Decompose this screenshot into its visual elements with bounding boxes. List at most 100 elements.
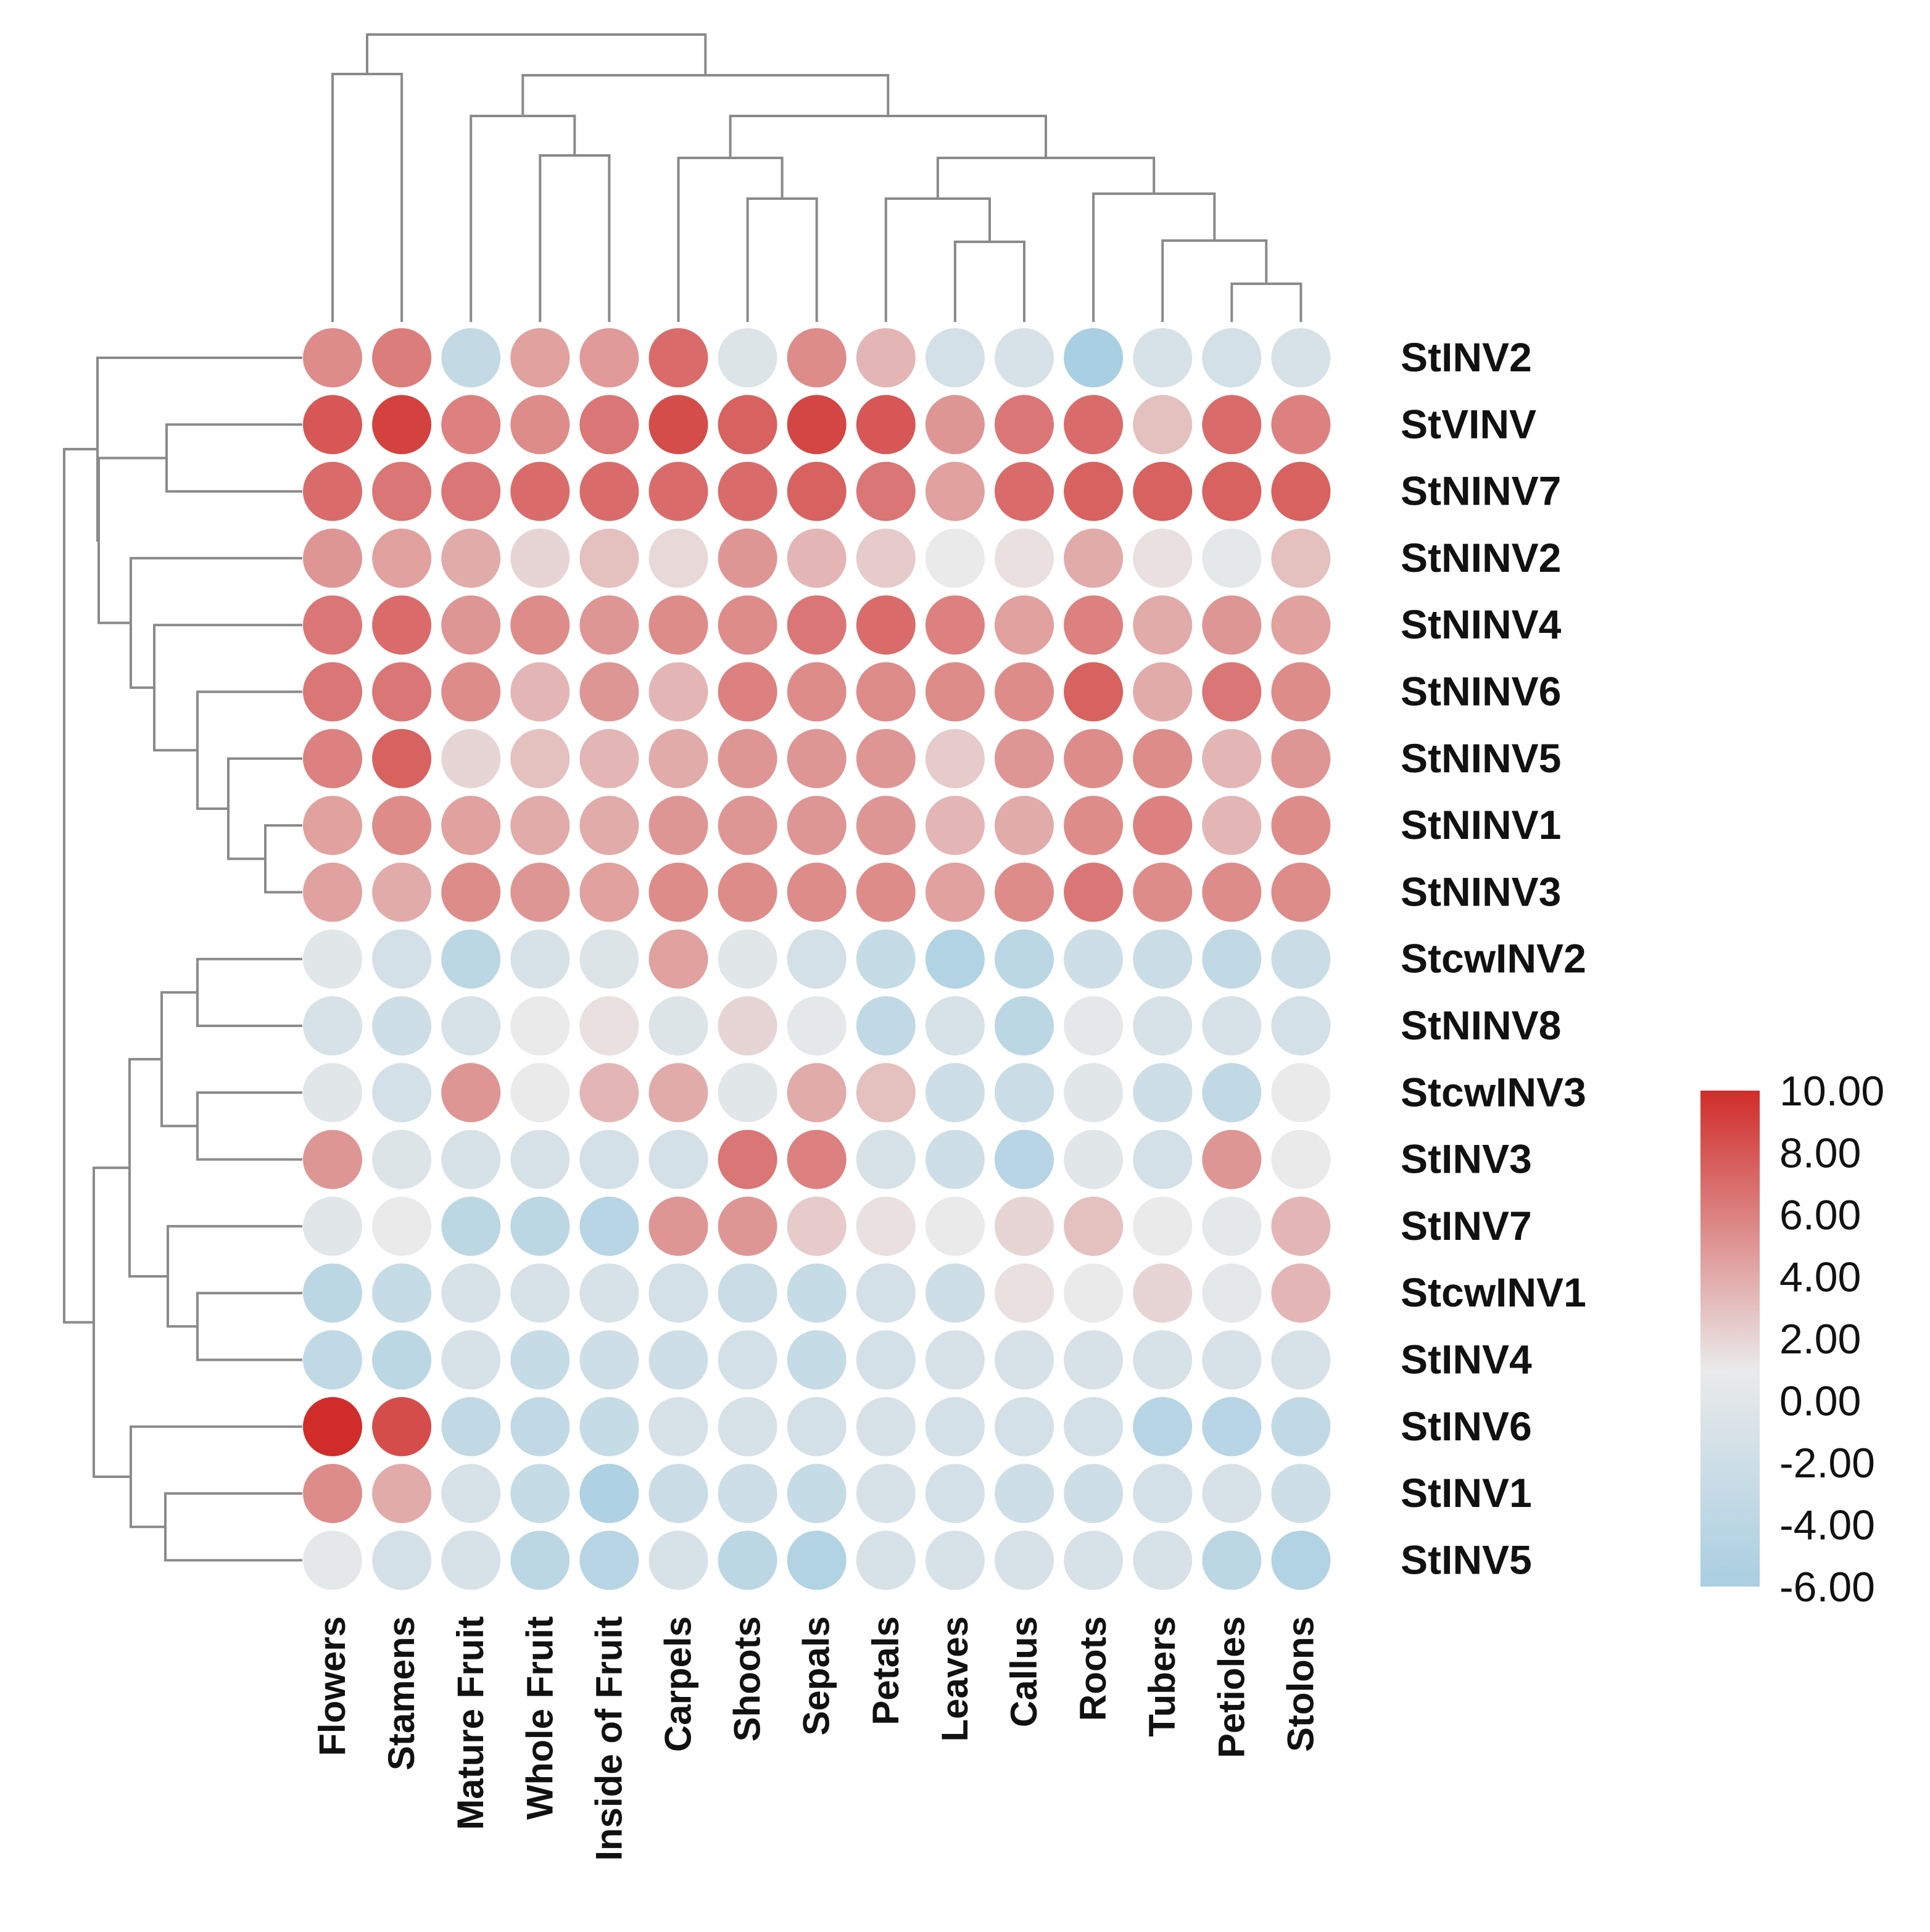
column-dendrogram-branch <box>331 73 404 322</box>
cell-StINV3-callus <box>995 1129 1054 1189</box>
cell-StVINV-petioles <box>1202 395 1262 455</box>
cell-StNINV6-leaves <box>925 662 985 722</box>
cell-StINV1-sepals <box>787 1464 847 1524</box>
cell-StNINV6-petals <box>856 662 916 722</box>
cell-StINV1-carpels <box>648 1464 708 1524</box>
cell-StcwINV3-petals <box>856 1063 916 1123</box>
cell-StcwINV2-roots <box>1064 929 1124 989</box>
cell-StNINV7-whole-fruit <box>510 461 570 521</box>
cell-StcwINV1-tubers <box>1133 1263 1193 1323</box>
row-label: StVINV <box>1401 401 1536 447</box>
cell-StINV4-shoots <box>718 1330 777 1390</box>
cell-StINV7-shoots <box>718 1196 777 1256</box>
cell-StNINV6-stolons <box>1271 662 1331 722</box>
cell-StINV3-stamens <box>372 1129 432 1189</box>
cell-StNINV3-roots <box>1064 862 1124 922</box>
legend-color-bar <box>1700 1091 1760 1587</box>
cell-StINV3-mature-fruit <box>441 1129 501 1189</box>
cell-StINV7-sepals <box>787 1196 847 1256</box>
cell-StINV7-mature-fruit <box>441 1196 501 1256</box>
cell-StNINV6-mature-fruit <box>441 662 501 722</box>
cell-StNINV1-carpels <box>648 796 708 856</box>
cell-StINV4-inside-of-fruit <box>579 1330 639 1390</box>
row-label: StINV2 <box>1401 334 1532 380</box>
row-label: StNINV8 <box>1401 1002 1561 1048</box>
cell-StcwINV3-shoots <box>718 1063 777 1123</box>
cell-StcwINV2-callus <box>995 929 1054 989</box>
cell-StINV6-stamens <box>372 1397 432 1456</box>
cell-StcwINV2-stamens <box>372 929 432 989</box>
cell-StNINV8-mature-fruit <box>441 996 501 1055</box>
cell-StcwINV3-stamens <box>372 1063 432 1123</box>
cell-StNINV2-mature-fruit <box>441 528 501 588</box>
column-label: Sepals <box>796 1616 837 1735</box>
cell-StINV6-roots <box>1064 1397 1124 1456</box>
cell-StINV5-stamens <box>372 1530 432 1590</box>
column-label: Roots <box>1072 1616 1114 1721</box>
cell-StVINV-mature-fruit <box>441 395 501 455</box>
cell-StcwINV3-roots <box>1064 1063 1124 1123</box>
row-dendrogram-branch <box>160 991 197 1128</box>
cell-StINV3-whole-fruit <box>510 1129 570 1189</box>
cell-StNINV1-stolons <box>1271 796 1331 856</box>
cell-StINV6-carpels <box>648 1397 708 1456</box>
row-label: StNINV6 <box>1401 669 1561 714</box>
cell-StcwINV3-whole-fruit <box>510 1063 570 1123</box>
cell-StINV7-petioles <box>1202 1196 1262 1256</box>
cell-StNINV7-mature-fruit <box>441 461 501 521</box>
cell-StNINV7-flowers <box>303 461 362 521</box>
column-label: Flowers <box>312 1616 353 1756</box>
cell-StVINV-stolons <box>1271 395 1331 455</box>
cell-StcwINV3-sepals <box>787 1063 847 1123</box>
column-label: Petals <box>865 1616 906 1725</box>
cell-StVINV-stamens <box>372 395 432 455</box>
cell-StINV7-tubers <box>1133 1196 1193 1256</box>
cell-StINV1-whole-fruit <box>510 1464 570 1524</box>
cell-StNINV6-shoots <box>718 662 777 722</box>
cell-StNINV7-sepals <box>787 461 847 521</box>
cell-StINV6-stolons <box>1271 1397 1331 1456</box>
row-label: StINV4 <box>1401 1337 1532 1382</box>
cell-StINV3-petioles <box>1202 1129 1262 1189</box>
column-dendrogram-branch <box>1092 192 1216 322</box>
cell-StINV2-leaves <box>925 328 985 387</box>
cell-StcwINV1-flowers <box>303 1263 362 1323</box>
cell-StNINV4-sepals <box>787 595 847 655</box>
column-dendrogram-branch <box>366 33 707 75</box>
cell-StNINV8-stolons <box>1271 996 1331 1055</box>
column-dendrogram-branch <box>884 197 991 322</box>
cell-StNINV8-petioles <box>1202 996 1262 1055</box>
cell-StcwINV1-whole-fruit <box>510 1263 570 1323</box>
cell-StNINV1-inside-of-fruit <box>579 796 639 856</box>
cell-StNINV5-roots <box>1064 729 1124 788</box>
cell-StVINV-roots <box>1064 395 1124 455</box>
cell-StNINV5-stolons <box>1271 729 1331 788</box>
cell-StNINV3-stamens <box>372 862 432 922</box>
column-label: Inside of Fruit <box>588 1616 629 1861</box>
cell-StINV4-tubers <box>1133 1330 1193 1390</box>
cell-StNINV3-whole-fruit <box>510 862 570 922</box>
cell-StcwINV1-petioles <box>1202 1263 1262 1323</box>
cell-StNINV3-carpels <box>648 862 708 922</box>
row-label: StINV5 <box>1401 1537 1532 1582</box>
cell-StNINV2-tubers <box>1133 528 1193 588</box>
cell-StINV2-stolons <box>1271 328 1331 387</box>
cell-StNINV1-sepals <box>787 796 847 856</box>
cell-StNINV8-shoots <box>718 996 777 1055</box>
cell-StINV6-shoots <box>718 1397 777 1456</box>
cell-StINV1-mature-fruit <box>441 1464 501 1524</box>
cell-StINV3-inside-of-fruit <box>579 1129 639 1189</box>
row-label: StNINV4 <box>1401 601 1562 647</box>
cell-StINV7-inside-of-fruit <box>579 1196 639 1256</box>
cell-StNINV1-whole-fruit <box>510 796 570 856</box>
cell-StcwINV2-sepals <box>787 929 847 989</box>
cell-StNINV5-stamens <box>372 729 432 788</box>
cell-StNINV5-whole-fruit <box>510 729 570 788</box>
cell-StNINV2-stamens <box>372 528 432 588</box>
cell-StINV4-mature-fruit <box>441 1330 501 1390</box>
cell-StINV3-sepals <box>787 1129 847 1189</box>
cell-StNINV3-inside-of-fruit <box>579 862 639 922</box>
cell-StcwINV1-shoots <box>718 1263 777 1323</box>
cell-StINV5-shoots <box>718 1530 777 1590</box>
column-dendrogram-branch <box>470 115 576 322</box>
